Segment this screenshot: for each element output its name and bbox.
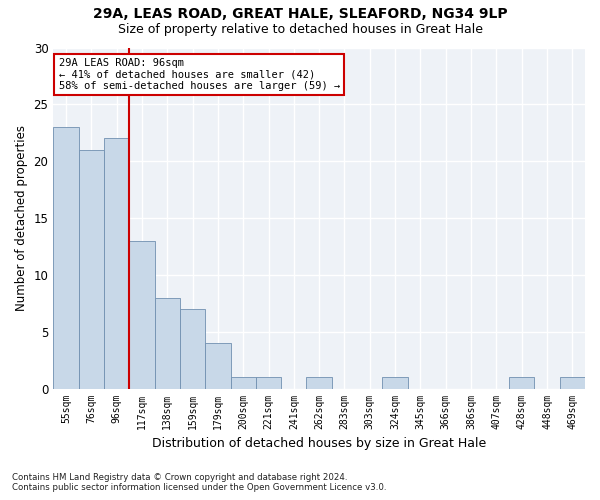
- Bar: [53, 127, 79, 388]
- Bar: [129, 241, 155, 388]
- Y-axis label: Number of detached properties: Number of detached properties: [15, 125, 28, 311]
- Text: 29A LEAS ROAD: 96sqm
← 41% of detached houses are smaller (42)
58% of semi-detac: 29A LEAS ROAD: 96sqm ← 41% of detached h…: [59, 58, 340, 91]
- Bar: [307, 377, 332, 388]
- Text: 29A, LEAS ROAD, GREAT HALE, SLEAFORD, NG34 9LP: 29A, LEAS ROAD, GREAT HALE, SLEAFORD, NG…: [92, 8, 508, 22]
- Text: Contains HM Land Registry data © Crown copyright and database right 2024.
Contai: Contains HM Land Registry data © Crown c…: [12, 473, 386, 492]
- Bar: [256, 377, 281, 388]
- Bar: [155, 298, 180, 388]
- X-axis label: Distribution of detached houses by size in Great Hale: Distribution of detached houses by size …: [152, 437, 486, 450]
- Bar: [205, 343, 230, 388]
- Bar: [104, 138, 129, 388]
- Bar: [560, 377, 585, 388]
- Text: Size of property relative to detached houses in Great Hale: Size of property relative to detached ho…: [118, 22, 482, 36]
- Bar: [382, 377, 408, 388]
- Bar: [79, 150, 104, 388]
- Bar: [180, 309, 205, 388]
- Bar: [230, 377, 256, 388]
- Bar: [509, 377, 535, 388]
